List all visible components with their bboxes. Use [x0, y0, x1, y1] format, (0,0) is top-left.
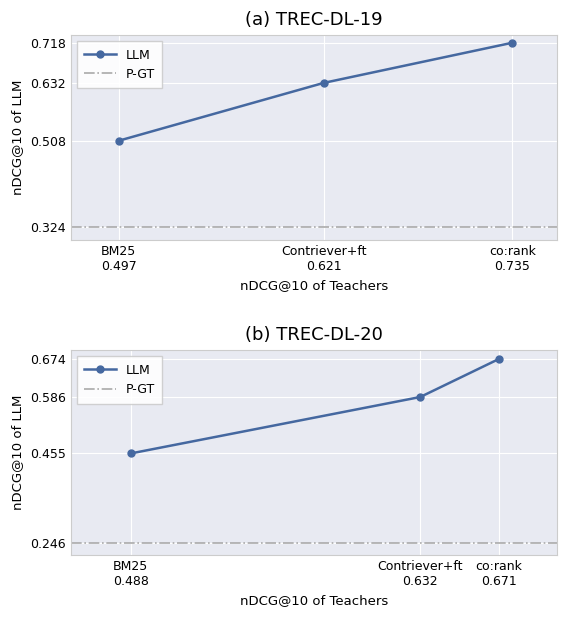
X-axis label: nDCG@10 of Teachers: nDCG@10 of Teachers	[240, 279, 388, 292]
LLM	[115, 137, 122, 145]
X-axis label: nDCG@10 of Teachers: nDCG@10 of Teachers	[240, 594, 388, 607]
Legend: LLM, P-GT: LLM, P-GT	[77, 41, 162, 88]
LLM	[417, 393, 424, 400]
LLM	[495, 355, 502, 363]
LLM	[509, 39, 516, 46]
Legend: LLM, P-GT: LLM, P-GT	[77, 357, 162, 404]
Line: LLM: LLM	[127, 355, 502, 457]
Y-axis label: nDCG@10 of LLM: nDCG@10 of LLM	[11, 80, 24, 195]
LLM	[127, 450, 134, 457]
Y-axis label: nDCG@10 of LLM: nDCG@10 of LLM	[11, 395, 24, 510]
Title: (b) TREC-DL-20: (b) TREC-DL-20	[245, 326, 383, 344]
LLM	[320, 79, 327, 87]
Title: (a) TREC-DL-19: (a) TREC-DL-19	[245, 11, 382, 29]
Line: LLM: LLM	[115, 40, 516, 144]
